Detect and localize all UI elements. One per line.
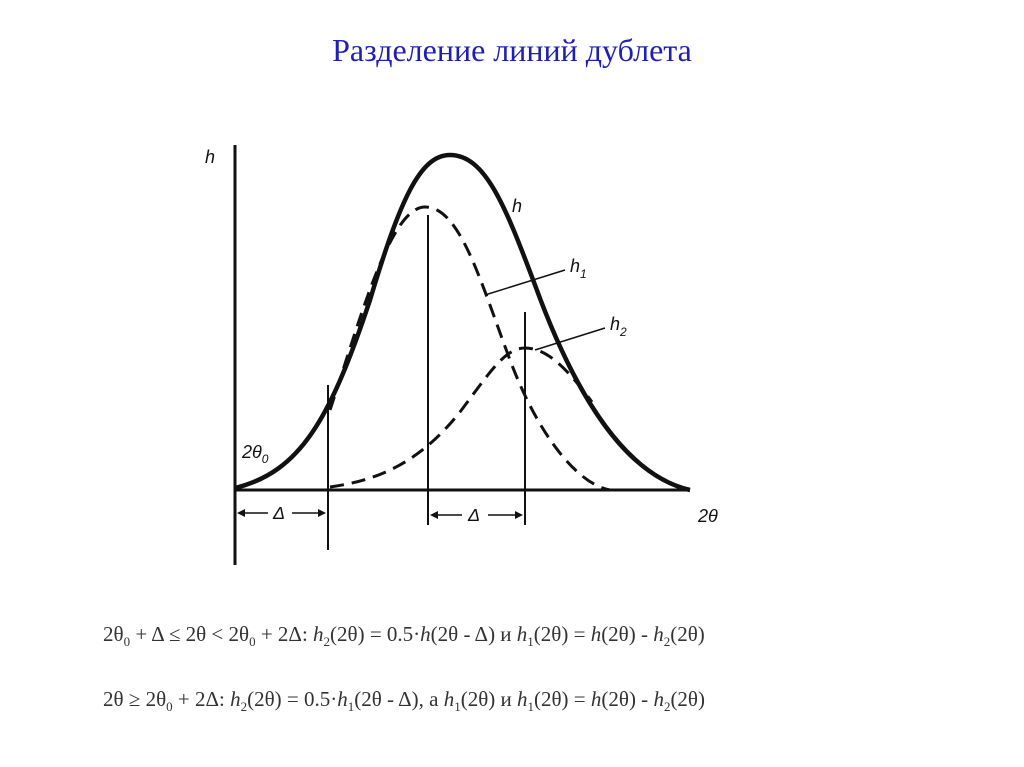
label-part: h <box>610 314 620 334</box>
axis-label: 2θ <box>697 506 718 526</box>
leader-line <box>484 269 566 296</box>
s: 1 <box>527 634 534 650</box>
v: h <box>443 687 455 711</box>
leader-line <box>534 327 606 351</box>
formula: 2θ ≥ 2θ0 + 2Δ: h2(2θ) = 0.5·h1(2θ - Δ), … <box>103 687 705 715</box>
label-sub: 0 <box>262 452 269 466</box>
t: (2θ) <box>670 687 705 711</box>
axis-label: h <box>205 147 215 167</box>
curve-label: h <box>512 196 522 216</box>
curve-label: h2 <box>610 314 627 339</box>
s: 1 <box>527 699 535 715</box>
v: h <box>516 622 528 646</box>
s: 1 <box>454 699 461 715</box>
t: (2θ) - <box>601 687 654 711</box>
t: 2θ <box>103 622 124 646</box>
t: (2θ) и <box>460 687 517 711</box>
label-sub: 1 <box>580 267 587 281</box>
v: h <box>337 687 348 711</box>
t: + 2Δ: <box>255 622 314 646</box>
label-part: h <box>570 256 580 276</box>
s: 2 <box>663 634 671 650</box>
t: (2θ) = <box>533 622 591 646</box>
v: h <box>653 622 664 646</box>
v: h <box>653 687 664 711</box>
label-part: 2θ <box>241 442 262 462</box>
t: (2θ) = <box>534 687 591 711</box>
v: h <box>313 622 324 646</box>
v: h <box>517 687 528 711</box>
start-label: 2θ0 <box>241 442 269 466</box>
v: h <box>420 622 431 646</box>
curve-h2 <box>329 346 594 489</box>
v: h <box>230 687 241 711</box>
t: (2θ) = 0.5· <box>247 687 338 711</box>
t: 2θ ≥ 2θ <box>103 687 167 711</box>
t: + 2Δ: <box>172 687 231 711</box>
v: h <box>590 622 602 646</box>
curve-h <box>234 152 691 493</box>
t: (2θ) <box>670 622 705 646</box>
t: (2θ - Δ) и <box>430 622 517 646</box>
t: (2θ - Δ), а <box>354 687 444 711</box>
s: 0 <box>166 699 173 715</box>
s: 1 <box>347 699 355 715</box>
v: h <box>590 687 602 711</box>
delta-label: Δ <box>467 505 480 525</box>
s: 2 <box>323 634 331 650</box>
formula: 2θ0 + Δ ≤ 2θ < 2θ0 + 2Δ: h2(2θ) = 0.5·h(… <box>103 622 705 650</box>
s: 2 <box>240 699 248 715</box>
delta-label: Δ <box>272 503 285 523</box>
s: 2 <box>663 699 671 715</box>
s: 0 <box>123 634 131 650</box>
curve-h1 <box>328 205 611 492</box>
s: 0 <box>249 634 256 650</box>
slide-title: Разделение линий дублета <box>332 32 692 68</box>
t: (2θ) - <box>601 622 654 646</box>
curve-label: h1 <box>570 256 587 281</box>
t: (2θ) = 0.5· <box>330 622 421 646</box>
label-sub: 2 <box>619 325 627 339</box>
t: + Δ ≤ 2θ < 2θ <box>130 622 250 646</box>
